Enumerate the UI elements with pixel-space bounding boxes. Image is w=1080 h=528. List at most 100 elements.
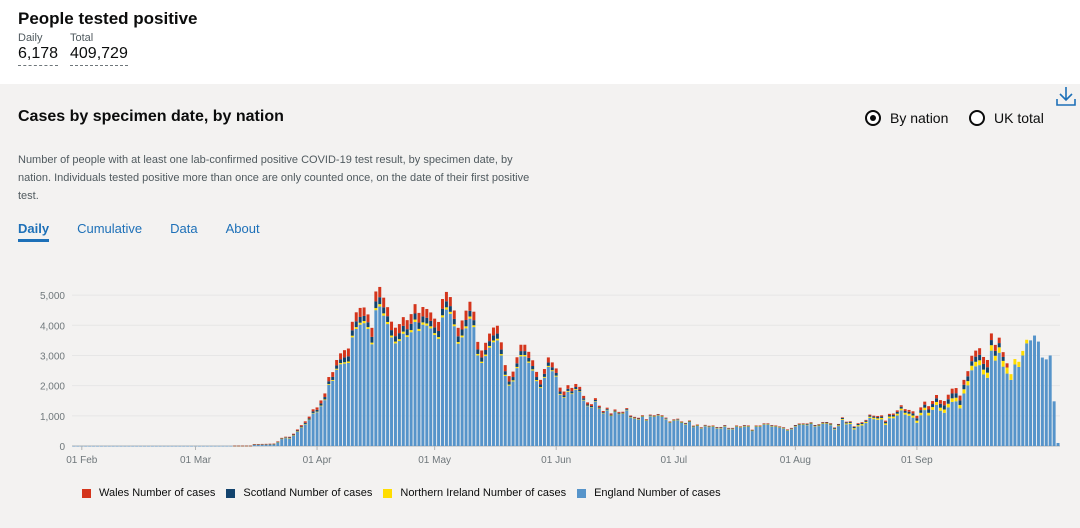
bar-scotland [382,307,386,314]
bar-northern-ireland [786,430,790,431]
bar-northern-ireland [468,316,472,319]
bar-wales [425,308,429,318]
bar-scotland [507,381,511,385]
bar-england [962,393,966,446]
bar-england [107,445,111,447]
bar-northern-ireland [938,407,942,411]
radio-unselected-icon[interactable] [969,110,985,126]
bar-england [817,426,821,446]
bar-england [354,328,358,446]
bar-scotland [660,415,664,417]
bar-scotland [754,425,758,427]
bar-england [746,426,750,446]
bar-wales [778,426,782,427]
bar-england [711,426,715,446]
legend-wales[interactable]: Wales Number of cases [82,487,215,499]
bar-scotland [342,357,346,363]
bar-northern-ireland [974,361,978,367]
bar-england [307,420,311,446]
bar-wales [758,425,762,426]
bar-scotland [856,423,860,426]
bar-wales [876,415,880,418]
bar-northern-ireland [550,370,554,372]
legend-england[interactable]: England Number of cases [577,487,721,499]
radio-uk-total[interactable]: UK total [969,110,1044,126]
bar-northern-ireland [864,421,868,424]
bar-england [566,391,570,446]
bar-northern-ireland [1025,339,1029,344]
bar-scotland [417,322,421,329]
bar-england [401,333,405,446]
radio-by-nation[interactable]: By nation [865,110,948,126]
tab-cumulative[interactable]: Cumulative [77,221,143,236]
total-label: Total [70,32,94,44]
bar-northern-ireland [280,438,284,440]
bar-scotland [464,319,468,327]
bar-northern-ireland [405,335,409,338]
bar-england [660,416,664,446]
download-icon[interactable] [1055,85,1077,107]
bar-wales [460,320,464,330]
bar-scotland [927,409,931,413]
bar-wales [844,421,848,423]
bar-england [1021,355,1025,446]
bar-wales [346,348,350,357]
bar-england [143,445,147,447]
bar-wales [640,415,644,416]
bar-england [695,425,699,446]
bar-england [550,371,554,446]
bar-wales [354,312,358,322]
bar-scotland [993,350,997,356]
bar-scotland [833,427,837,429]
bar-scotland [503,371,507,375]
bar-northern-ireland [331,379,335,381]
bar-wales [550,362,554,368]
bar-northern-ireland [978,360,982,366]
bar-england [178,445,182,447]
bar-scotland [401,325,405,332]
bar-england [476,355,480,446]
bar-scotland [637,418,641,420]
bar-wales [911,411,915,414]
bar-wales [574,383,578,387]
bar-wales [570,387,574,392]
tab-daily[interactable]: Daily [18,221,50,242]
bar-scotland [668,421,672,423]
bar-northern-ireland [382,313,386,316]
bar-northern-ireland [844,423,848,425]
bar-northern-ireland [762,424,766,425]
x-tick-label: 01 Apr [303,455,333,466]
bar-northern-ireland [515,366,519,369]
bar-england [409,332,413,446]
bar-wales [441,299,444,309]
legend-northern-ireland[interactable]: Northern Ireland Number of cases [383,487,566,499]
bar-wales [527,351,531,358]
bar-england [444,309,448,446]
bar-northern-ireland [840,418,844,420]
bar-england [974,366,978,446]
bar-scotland [938,403,942,408]
bar-wales [931,401,935,405]
bar-scotland [887,415,891,417]
bar-wales [625,408,629,410]
bar-wales [656,414,660,415]
bar-england [625,410,629,446]
bar-northern-ireland [327,383,331,385]
bar-scotland [719,427,723,428]
tab-data[interactable]: Data [170,221,198,236]
bar-england [397,340,401,446]
daily-value[interactable]: 6,178 [18,44,59,66]
bar-northern-ireland [911,415,915,418]
radio-selected-icon[interactable] [865,110,881,126]
total-value[interactable]: 409,729 [70,44,128,66]
bar-scotland [966,376,970,382]
bar-scotland [358,316,362,323]
bar-england [754,426,758,446]
bar-wales [954,388,958,394]
legend-scotland[interactable]: Scotland Number of cases [226,487,372,499]
tab-about[interactable]: About [225,221,260,236]
bar-northern-ireland [413,319,417,322]
bar-england [1013,364,1017,446]
bar-wales [793,425,797,426]
bar-england [1056,442,1060,446]
